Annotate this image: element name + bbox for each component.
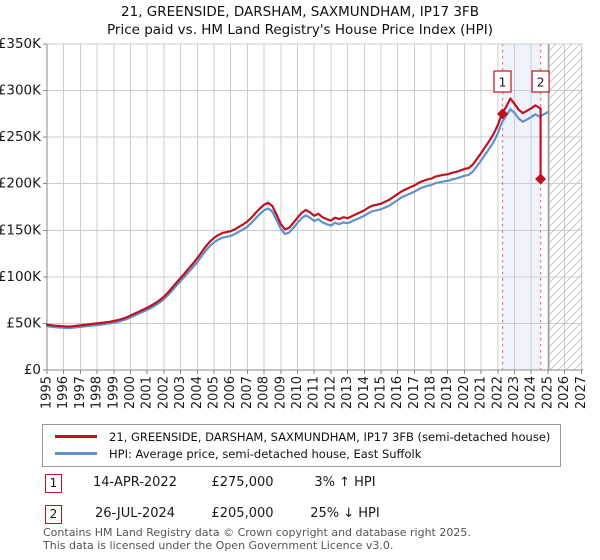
gridlines xyxy=(46,43,583,371)
y-label-250: £250K xyxy=(0,129,42,145)
x-label-2004: 2004 xyxy=(190,376,205,409)
sale-flag-box-1 xyxy=(493,70,512,93)
sale-flag-number-2: 2 xyxy=(537,75,545,90)
sale-markers xyxy=(497,108,547,185)
x-label-2027: 2027 xyxy=(574,376,589,409)
hpi-highlight-band xyxy=(502,44,541,370)
x-label-2022: 2022 xyxy=(490,376,505,409)
sale-flag-number-1: 1 xyxy=(499,75,507,90)
x-label-2000: 2000 xyxy=(123,376,138,409)
y-label-150: £150K xyxy=(0,222,42,238)
hpi-average-line xyxy=(45,108,550,330)
y-label-350: £350K xyxy=(0,36,42,52)
x-label-2025: 2025 xyxy=(540,376,555,409)
sale-marker-1 xyxy=(497,108,509,120)
x-axis-labels: 1995 1996 1997 1998 1999 2000 2001 2002 2003 2004… xyxy=(40,376,589,409)
x-label-2018: 2018 xyxy=(424,376,439,409)
price-paid-line xyxy=(45,97,544,328)
x-label-2017: 2017 xyxy=(407,376,422,409)
transaction-row-2: 2 26-JUL-2024 £205,000 25% ↓ HPI xyxy=(0,505,600,525)
x-label-1995: 1995 xyxy=(40,376,55,409)
legend-label-hpi: HPI: Average price, semi-detached house,… xyxy=(109,446,422,461)
legend-item-hpi: HPI: Average price, semi-detached house,… xyxy=(55,445,550,462)
y-label-50: £50K xyxy=(6,315,42,331)
x-label-2015: 2015 xyxy=(373,376,388,409)
x-label-2023: 2023 xyxy=(507,376,522,409)
sale-date-dotted-lines xyxy=(501,44,542,370)
x-label-2026: 2026 xyxy=(557,376,572,409)
x-label-2013: 2013 xyxy=(340,376,355,409)
sale-flag-box-2 xyxy=(531,70,550,93)
x-label-2005: 2005 xyxy=(206,376,221,409)
x-label-1996: 1996 xyxy=(56,376,71,409)
transaction-1-number-badge: 1 xyxy=(45,474,62,493)
x-label-1999: 1999 xyxy=(106,376,121,409)
x-label-2021: 2021 xyxy=(474,376,489,409)
future-hatch-region xyxy=(548,44,583,370)
x-label-2010: 2010 xyxy=(290,376,305,409)
x-label-2002: 2002 xyxy=(156,376,171,409)
page-subtitle: Price paid vs. HM Land Registry's House … xyxy=(107,22,493,38)
x-label-2011: 2011 xyxy=(307,376,322,409)
x-label-2014: 2014 xyxy=(357,376,372,409)
highlight-band-rect xyxy=(502,44,541,370)
x-label-2006: 2006 xyxy=(223,376,238,409)
y-label-0: £0 xyxy=(24,362,41,378)
x-label-2009: 2009 xyxy=(273,376,288,409)
transaction-1-price: £275,000 xyxy=(211,475,274,490)
footer-licence: This data is licensed under the Open Gov… xyxy=(43,538,394,552)
legend: 21, GREENSIDE, DARSHAM, SAXMUNDHAM, IP17… xyxy=(42,424,562,467)
page-title: 21, GREENSIDE, DARSHAM, SAXMUNDHAM, IP17… xyxy=(121,4,479,20)
x-label-2012: 2012 xyxy=(323,376,338,409)
transaction-row-1: 1 14-APR-2022 £275,000 3% ↑ HPI xyxy=(0,474,600,494)
y-label-300: £300K xyxy=(0,83,42,99)
legend-label-property: 21, GREENSIDE, DARSHAM, SAXMUNDHAM, IP17… xyxy=(109,429,551,444)
y-label-200: £200K xyxy=(0,176,42,192)
axes xyxy=(43,43,583,374)
x-label-2001: 2001 xyxy=(140,376,155,409)
transaction-1-hpi-delta: 3% ↑ HPI xyxy=(314,475,376,490)
transaction-2-number-badge: 2 xyxy=(45,505,62,524)
x-label-2019: 2019 xyxy=(440,376,455,409)
property-line-swatch xyxy=(55,435,97,438)
legend-item-property: 21, GREENSIDE, DARSHAM, SAXMUNDHAM, IP17… xyxy=(55,428,550,445)
transaction-2-hpi-delta: 25% ↓ HPI xyxy=(310,506,380,521)
x-label-2007: 2007 xyxy=(240,376,255,409)
sale-marker-2 xyxy=(535,173,547,185)
x-label-1998: 1998 xyxy=(90,376,105,409)
hpi-line-swatch xyxy=(55,452,97,455)
future-hatch-rect xyxy=(548,44,583,370)
x-label-2008: 2008 xyxy=(257,376,272,409)
transaction-2-price: £205,000 xyxy=(211,506,274,521)
footer: Contains HM Land Registry data © Crown c… xyxy=(43,526,471,552)
y-axis-labels: £0 £50K £100K £150K £200K £250K £300K £350K xyxy=(0,36,42,378)
transaction-1-date: 14-APR-2022 xyxy=(93,475,177,490)
x-label-2016: 2016 xyxy=(390,376,405,409)
y-label-100: £100K xyxy=(0,269,42,285)
x-label-1997: 1997 xyxy=(73,376,88,409)
x-label-2024: 2024 xyxy=(524,376,539,409)
data-series xyxy=(45,97,550,330)
footer-copyright: Contains HM Land Registry data © Crown c… xyxy=(43,526,471,539)
x-label-2020: 2020 xyxy=(457,376,472,409)
transaction-2-date: 26-JUL-2024 xyxy=(94,506,176,521)
x-label-2003: 2003 xyxy=(173,376,188,409)
